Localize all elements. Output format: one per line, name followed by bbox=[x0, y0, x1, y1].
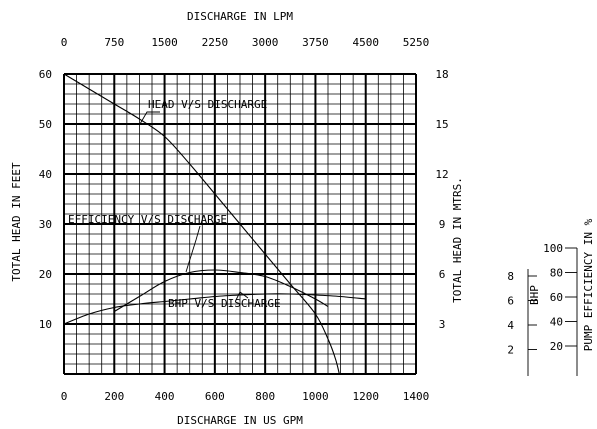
efficiency-scale-tick-label: 20 bbox=[550, 340, 563, 353]
x-tick-label: 1000 bbox=[302, 390, 329, 403]
curves bbox=[63, 73, 366, 375]
x2-tick-label: 750 bbox=[104, 36, 124, 49]
x2-tick-label: 0 bbox=[61, 36, 68, 49]
efficiency-scale-tick-label: 100 bbox=[543, 242, 563, 255]
efficiency-scale-tick-label: 40 bbox=[550, 316, 563, 329]
bhp-curve-label: BHP V/S DISCHARGE bbox=[168, 297, 281, 310]
efficiency-curve bbox=[114, 269, 329, 312]
y2-tick-label: 3 bbox=[439, 318, 446, 331]
x-tick-label: 0 bbox=[61, 390, 68, 403]
y-axis-title: TOTAL HEAD IN FEET bbox=[10, 162, 23, 282]
y2-tick-label: 12 bbox=[435, 168, 448, 181]
y-tick-label: 10 bbox=[39, 318, 52, 331]
y-tick-label: 20 bbox=[39, 268, 52, 281]
efficiency-label-leader bbox=[185, 225, 201, 273]
efficiency-scale-tick-label: 60 bbox=[550, 291, 563, 304]
x-tick-label: 600 bbox=[205, 390, 225, 403]
x2-tick-label: 3000 bbox=[252, 36, 279, 49]
x-tick-label: 1400 bbox=[403, 390, 430, 403]
efficiency-curve-label: EFFICIENCY V/S DISCHARGE bbox=[68, 213, 227, 226]
y-tick-label: 40 bbox=[39, 168, 52, 181]
side-scales: 8 6 4 2 100 80 60 40 20 bbox=[507, 242, 578, 376]
bhp-scale-title: BHP bbox=[528, 285, 541, 305]
x2-tick-label: 5250 bbox=[403, 36, 430, 49]
y2-tick-label: 18 bbox=[435, 68, 448, 81]
head-curve bbox=[63, 73, 340, 375]
bhp-curve bbox=[63, 293, 366, 325]
x-tick-label: 800 bbox=[255, 390, 275, 403]
bhp-scale-tick-label: 8 bbox=[507, 270, 514, 283]
y-tick-label: 30 bbox=[39, 218, 52, 231]
y2-tick-label: 6 bbox=[439, 268, 446, 281]
bhp-scale-tick-label: 2 bbox=[507, 344, 514, 357]
tick-labels: 0 200 400 600 800 1000 1200 1400 0 750 1500 2250 300… bbox=[39, 36, 449, 403]
bhp-scale-tick-label: 6 bbox=[507, 295, 514, 308]
y-tick-label: 50 bbox=[39, 118, 52, 131]
y2-tick-label: 9 bbox=[439, 218, 446, 231]
x-tick-label: 400 bbox=[155, 390, 175, 403]
head-curve-label: HEAD V/S DISCHARGE bbox=[148, 98, 267, 111]
efficiency-scale-title: PUMP EFFICIENCY IN % bbox=[582, 218, 595, 351]
x2-tick-label: 4500 bbox=[352, 36, 379, 49]
y-tick-label: 60 bbox=[39, 68, 52, 81]
grid bbox=[63, 73, 417, 375]
curve-leaders bbox=[139, 111, 249, 301]
x-axis-title: DISCHARGE IN US GPM bbox=[177, 414, 303, 427]
bhp-label-leader bbox=[235, 291, 249, 301]
head-label-leader bbox=[139, 111, 160, 125]
y2-tick-label: 15 bbox=[435, 118, 448, 131]
efficiency-scale-tick-label: 80 bbox=[550, 267, 563, 280]
x-tick-label: 1200 bbox=[352, 390, 379, 403]
bhp-scale-tick-label: 4 bbox=[507, 319, 514, 332]
y2-axis-title: TOTAL HEAD IN MTRS. bbox=[451, 177, 464, 303]
x2-tick-label: 2250 bbox=[202, 36, 229, 49]
x2-tick-label: 1500 bbox=[151, 36, 178, 49]
x2-axis-title: DISCHARGE IN LPM bbox=[187, 10, 293, 23]
x2-tick-label: 3750 bbox=[302, 36, 329, 49]
x-tick-label: 200 bbox=[104, 390, 124, 403]
